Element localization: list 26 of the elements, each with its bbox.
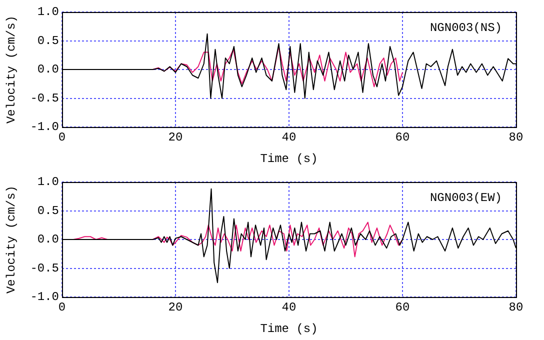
- annotation: NGN003(EW): [430, 191, 502, 206]
- x-tick-label: 20: [168, 300, 183, 314]
- y-tick-label: -0.5: [30, 261, 59, 276]
- y-tick-label: 0.5: [37, 34, 59, 48]
- y-axis-title: Velocity (cm/s): [4, 185, 18, 294]
- y-tick-label: -1.0: [30, 290, 59, 304]
- x-tick-label: 0: [58, 300, 66, 314]
- y-tick-label: 0.0: [37, 232, 59, 247]
- x-tick-label: 80: [508, 130, 524, 144]
- x-tick-label: 20: [168, 130, 183, 144]
- x-tick-label: 40: [282, 130, 296, 144]
- y-tick-label: -1.0: [30, 120, 59, 134]
- y-tick-label: 0.5: [37, 204, 59, 218]
- x-tick-label: 80: [508, 300, 524, 314]
- y-axis-title: Velocity (cm/s): [4, 15, 18, 124]
- x-tick-label: 60: [395, 300, 410, 314]
- annotation: NGN003(NS): [430, 21, 502, 36]
- y-tick-label: 0.0: [37, 62, 59, 77]
- x-tick-label: 0: [58, 130, 66, 144]
- y-tick-label: 1.0: [37, 175, 59, 190]
- y-tick-label: -0.5: [30, 91, 59, 106]
- x-axis-title: Time (s): [260, 152, 318, 166]
- x-tick-label: 60: [395, 130, 410, 144]
- x-tick-label: 40: [282, 300, 296, 314]
- x-axis-title: Time (s): [260, 322, 318, 336]
- y-tick-label: 1.0: [37, 5, 59, 20]
